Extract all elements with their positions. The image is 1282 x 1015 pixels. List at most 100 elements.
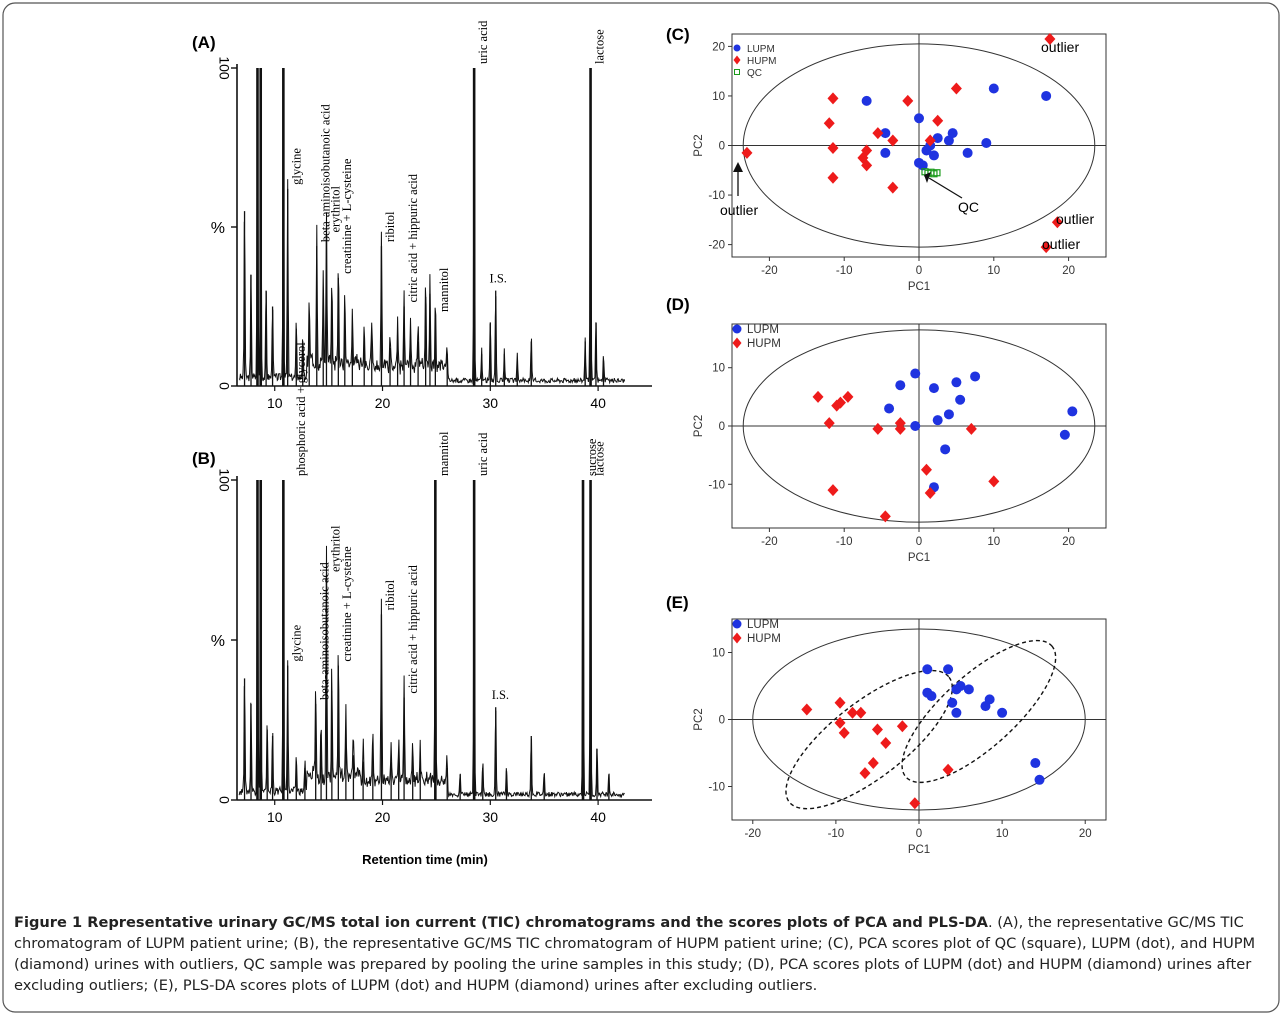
x-tick-label: 0 bbox=[916, 265, 922, 277]
hupm-point bbox=[834, 396, 846, 409]
peak-annotation: glycine bbox=[289, 624, 303, 661]
y-tick-label: % bbox=[211, 220, 225, 237]
hupm-point bbox=[932, 114, 944, 127]
y-tick-label: 0 bbox=[216, 382, 232, 390]
hupm-point bbox=[894, 417, 906, 430]
x-tick-label: 0 bbox=[916, 828, 922, 840]
lupm-point bbox=[928, 150, 939, 161]
peak-annotation: lactose bbox=[592, 441, 606, 476]
lupm-point bbox=[917, 160, 928, 171]
y-tick-label: 10 bbox=[712, 91, 725, 103]
x-tick-label: -10 bbox=[828, 828, 845, 840]
hupm-point bbox=[827, 141, 839, 154]
lupm-point bbox=[880, 147, 891, 158]
peak-annotation: uric acid bbox=[476, 432, 490, 476]
caption-body: . (A), the representative GC/MS TIC chro… bbox=[14, 914, 1256, 994]
panel-label-a: (A) bbox=[192, 33, 216, 52]
figure-caption: Figure 1 Representative urinary GC/MS to… bbox=[14, 912, 1276, 996]
x-tick-label: 10 bbox=[267, 395, 283, 411]
y-axis-label: PC2 bbox=[693, 134, 705, 156]
x-tick-label: -20 bbox=[744, 828, 761, 840]
lupm-point bbox=[910, 421, 921, 431]
lupm-point bbox=[955, 681, 966, 691]
legend-entry: HUPM bbox=[732, 632, 781, 645]
legend-marker-hupm bbox=[732, 632, 742, 644]
peak-annotation: sucrose bbox=[585, 438, 599, 476]
outlier-label-right: outlier bbox=[1056, 211, 1094, 227]
lupm-point bbox=[940, 444, 951, 455]
x-tick-label: 10 bbox=[267, 809, 283, 825]
y-tick-label: 0 bbox=[719, 141, 725, 153]
lupm-point bbox=[984, 694, 995, 705]
lupm-point bbox=[962, 147, 973, 158]
lupm-point bbox=[895, 380, 906, 391]
peak-annotation: uric acid bbox=[476, 20, 490, 64]
hupm-point bbox=[924, 487, 936, 500]
peak-annotation: ribitol bbox=[383, 211, 397, 242]
hupm-point bbox=[1040, 241, 1052, 254]
hupm-point bbox=[1044, 32, 1056, 45]
lupm-point bbox=[1030, 758, 1041, 769]
x-tick-label: 30 bbox=[483, 809, 499, 825]
peak-annotation: glycine bbox=[289, 148, 303, 185]
hupm-point bbox=[838, 726, 850, 739]
y-tick-label: 0 bbox=[719, 715, 725, 727]
hupm-point bbox=[887, 134, 899, 147]
y-tick-label: -20 bbox=[708, 240, 725, 252]
x-tick-label: 20 bbox=[1062, 265, 1075, 277]
panel-label-d: (D) bbox=[666, 295, 690, 314]
peak-annotation: lactose bbox=[592, 29, 606, 64]
internal-standard-label: I.S. bbox=[490, 272, 507, 286]
legend-label: LUPM bbox=[747, 619, 779, 631]
pca-scores-d: (D) -20 -10 0 10 20 -10 0 10 PC1 PC2 LUPM HUPM bbox=[666, 295, 1107, 564]
legend-marker-lupm bbox=[732, 619, 742, 629]
lupm-point bbox=[922, 664, 933, 675]
x-tick-label: 20 bbox=[375, 395, 391, 411]
legend-label: QC bbox=[747, 68, 762, 79]
lupm-point bbox=[943, 135, 954, 146]
outlier-label-top-right: outlier bbox=[1041, 39, 1079, 55]
hupm-point bbox=[867, 757, 879, 770]
legend-label: HUPM bbox=[747, 338, 781, 350]
hupm-point bbox=[827, 171, 839, 184]
x-axis-label: PC1 bbox=[908, 281, 930, 293]
x-tick-label: 20 bbox=[1062, 536, 1075, 548]
lupm-point bbox=[947, 697, 958, 708]
x-tick-label: -10 bbox=[836, 265, 853, 277]
hupm-point bbox=[887, 181, 899, 194]
panel-label-b: (B) bbox=[192, 449, 216, 468]
hupm-point bbox=[861, 144, 873, 157]
y-tick-label: 10 bbox=[712, 363, 725, 375]
peak-annotation: beta-aminoisobutanoic acid bbox=[319, 104, 333, 243]
legend-marker-lupm bbox=[733, 44, 741, 52]
lupm-point bbox=[910, 368, 921, 379]
hupm-point bbox=[896, 720, 908, 733]
peak-annotation: mannitol bbox=[437, 267, 451, 312]
tic-trace bbox=[238, 493, 625, 799]
y-tick-label: 10 bbox=[712, 648, 725, 660]
y-axis-label: PC2 bbox=[693, 415, 705, 437]
hupm-point bbox=[909, 797, 921, 810]
legend-entry: HUPM bbox=[733, 55, 776, 67]
x-tick-label: 40 bbox=[590, 395, 606, 411]
lupm-point bbox=[963, 684, 974, 695]
hupm-point bbox=[861, 159, 873, 172]
panel-label-e: (E) bbox=[666, 593, 689, 612]
hupm-point bbox=[902, 94, 914, 107]
x-tick-label: 40 bbox=[590, 809, 606, 825]
outlier-label-bottom-right: outlier bbox=[1042, 236, 1080, 252]
legend-label: HUPM bbox=[747, 56, 776, 67]
peak-annotation: creatinine + L-cysteine bbox=[340, 546, 354, 662]
lupm-point bbox=[1034, 774, 1045, 785]
peak-annotation: mannitol bbox=[437, 431, 451, 476]
qc-arrow-head bbox=[924, 172, 931, 183]
confidence-ellipse bbox=[742, 43, 1096, 248]
lupm-point bbox=[988, 83, 999, 94]
qc-arrow-line bbox=[928, 177, 963, 199]
peak-annotation: erythritol bbox=[328, 185, 342, 232]
x-tick-label: 10 bbox=[996, 828, 1009, 840]
legend-label: LUPM bbox=[747, 324, 779, 336]
